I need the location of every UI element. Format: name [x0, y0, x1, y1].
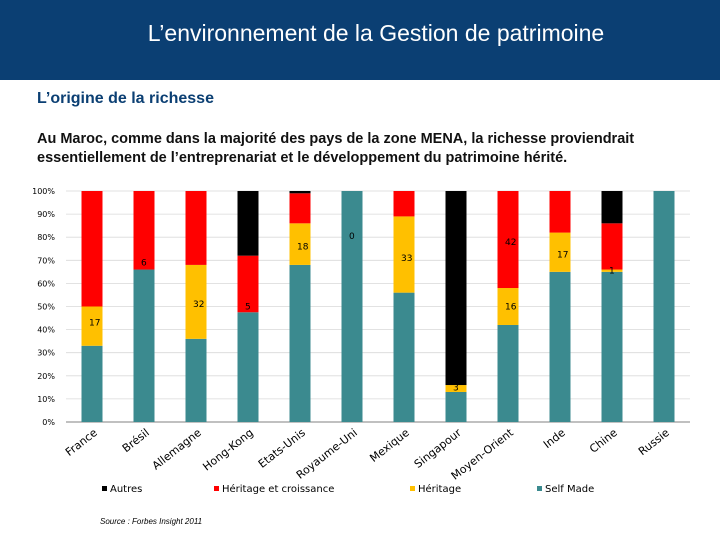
y-tick-label: 80% — [37, 233, 55, 242]
intro-line-2: essentiellement de l’entreprenariat et l… — [37, 150, 568, 166]
bar-segment — [393, 216, 415, 293]
header-bar: L’environnement de la Gestion de patrimo… — [0, 0, 720, 80]
page-title: L’environnement de la Gestion de patrimo… — [147, 20, 605, 46]
bar-segment — [341, 191, 363, 422]
intro-text: Au Maroc, comme dans la majorité des pay… — [37, 130, 707, 168]
x-tick-label: Allemagne — [150, 426, 204, 472]
bar-segment — [497, 288, 519, 325]
x-tick-label: Etats-Unis — [256, 426, 308, 471]
bar-segment — [549, 191, 571, 233]
x-tick-label: Mexique — [367, 426, 412, 465]
data-label: 18 — [297, 242, 309, 252]
y-tick-label: 60% — [37, 279, 55, 288]
data-label: 33 — [401, 254, 412, 264]
legend-swatch — [410, 486, 415, 491]
y-tick-label: 100% — [32, 187, 55, 196]
legend-label: Héritage — [418, 483, 461, 495]
bar-segment — [185, 338, 207, 422]
bar-segment — [81, 306, 103, 346]
stacked-bar-chart: 0% 10% 20% 30% 40% 50% 60% 70% 80% 90% 100% France B… — [32, 187, 690, 495]
data-label: 42 — [453, 371, 464, 381]
bar-segment — [289, 264, 311, 422]
legend-label: Héritage et croissance — [222, 483, 334, 495]
data-label: 3 — [453, 383, 459, 393]
bar-segment — [237, 312, 259, 422]
bar-segment — [653, 191, 675, 422]
bar-segment — [497, 324, 519, 422]
bar-segment — [549, 232, 571, 272]
bar-segment — [289, 193, 311, 224]
bar-segment — [549, 271, 571, 422]
data-label: 1 — [609, 267, 615, 277]
data-label: 0 — [349, 232, 355, 242]
y-tick-label: 90% — [37, 210, 55, 219]
bar-segment — [133, 269, 155, 422]
bar-segment — [185, 191, 207, 265]
bar-segment — [601, 223, 623, 270]
y-tick-label: 30% — [37, 349, 55, 358]
x-tick-label: Chine — [587, 426, 620, 456]
legend-label: Self Made — [545, 484, 594, 495]
data-label: 17 — [89, 319, 100, 329]
x-tick-label: Brésil — [120, 426, 152, 455]
data-label: 5 — [245, 303, 251, 313]
data-label: 17 — [557, 251, 568, 261]
bar-segment — [393, 191, 415, 217]
bar-segment — [237, 255, 259, 313]
y-tick-label: 50% — [37, 303, 55, 312]
bar-segment — [497, 191, 519, 289]
bar-segment — [81, 345, 103, 422]
y-tick-label: 10% — [37, 395, 55, 404]
x-tick-label: Hong-Kong — [200, 426, 256, 473]
data-label: 6 — [141, 259, 147, 269]
intro-line-1: Au Maroc, comme dans la majorité des pay… — [37, 131, 635, 147]
x-tick-label: Inde — [541, 426, 568, 451]
bar-segment — [81, 191, 103, 307]
legend-swatch — [537, 486, 542, 491]
data-label: 42 — [505, 238, 516, 248]
bar-segment — [393, 292, 415, 422]
legend-label: Autres — [110, 484, 142, 495]
legend-swatch — [102, 486, 107, 491]
bar-segment — [601, 269, 623, 272]
bar-segment — [601, 271, 623, 422]
x-tick-label: France — [63, 426, 100, 459]
x-tick-label: Singapour — [412, 426, 464, 471]
bar-segment — [185, 264, 207, 339]
section-title: L’origine de la richesse — [37, 90, 214, 107]
data-label: 16 — [505, 303, 517, 313]
data-label: 32 — [193, 300, 204, 310]
bar-segment — [601, 191, 623, 224]
x-tick-label: Russie — [636, 426, 672, 458]
bar-segment — [289, 191, 311, 194]
bar-segment — [237, 191, 259, 256]
bar-segment — [445, 391, 467, 422]
bar-segment — [445, 191, 467, 386]
y-tick-label: 0% — [42, 418, 55, 427]
bar-segment — [445, 385, 467, 392]
y-tick-label: 70% — [37, 256, 55, 265]
y-tick-label: 20% — [37, 372, 55, 381]
y-tick-label: 40% — [37, 326, 55, 335]
legend-swatch — [214, 486, 219, 491]
bar-segment — [133, 191, 155, 270]
bar-segment — [289, 223, 311, 265]
source-note: Source : Forbes Insight 2011 — [100, 517, 203, 526]
